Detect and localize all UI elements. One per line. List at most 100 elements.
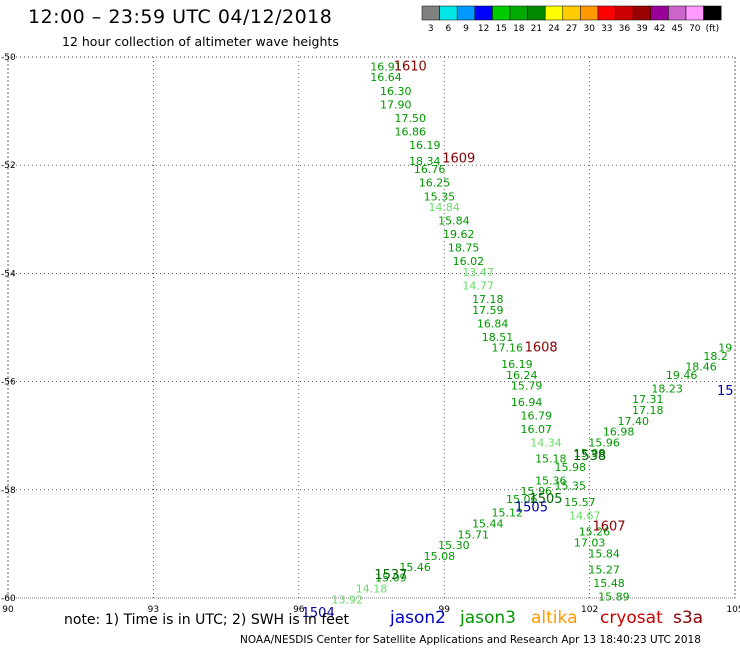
swh-value: 19 [718, 342, 732, 355]
colorbar-label: 15 [495, 24, 506, 34]
pass-number: 1610 [394, 59, 427, 74]
swh-value: 16.91 [370, 60, 402, 73]
pass-number: 1607 [592, 519, 625, 534]
colorbar-swatch [632, 5, 652, 21]
track-jason3-ascending: 1918.218.4619.4618.2317.3117.1817.4016.9… [312, 342, 732, 617]
track-jason3-descending: 16.9116.6416.3017.9017.5016.8616.1918.34… [370, 60, 629, 603]
colorbar-swatch [668, 5, 687, 21]
swh-value: 16.19 [501, 358, 533, 371]
swh-value: 15.84 [588, 547, 620, 560]
swh-value: 13.92 [332, 593, 364, 606]
longitude-tick-label: 102 [581, 605, 598, 615]
swh-value: 15.57 [564, 496, 596, 509]
longitude-tick-label: 96 [293, 605, 305, 615]
colorbar-label: (ft) [706, 24, 720, 34]
pass-number: 1538 [573, 449, 606, 464]
map-frame [7, 56, 736, 599]
pass-number: 1505 [515, 500, 548, 515]
swh-value: 15.48 [593, 577, 625, 590]
latitude-tick-label: -58 [1, 486, 16, 496]
colorbar-label: 6 [446, 24, 452, 34]
colorbar-label: 42 [654, 24, 665, 34]
swh-value: 17.50 [395, 112, 427, 125]
swh-value: 15.18 [535, 453, 567, 466]
page-subtitle: 12 hour collection of altimeter wave hei… [62, 34, 339, 49]
colorbar-label: 30 [583, 24, 595, 34]
swh-value: 15.27 [588, 564, 620, 577]
colorbar-swatch [439, 5, 458, 21]
legend-s3a: s3a [673, 608, 704, 628]
swh-value: 15.06 [506, 493, 538, 506]
swh-value: 17.59 [472, 304, 504, 317]
credit-line: NOAA/NESDIS Center for Satellite Applica… [240, 634, 701, 646]
colorbar-swatch [597, 5, 616, 21]
colorbar-label: 33 [601, 24, 612, 34]
swh-value: 18.23 [651, 382, 683, 395]
colorbar-swatch [456, 5, 476, 21]
swh-value: 17.40 [617, 415, 649, 428]
swh-value: 15.71 [458, 528, 490, 541]
colorbar-label: 45 [671, 24, 682, 34]
colorbar-swatch [580, 5, 599, 21]
swh-value: 14.67 [569, 509, 601, 522]
swh-value: 17.18 [632, 404, 664, 417]
swh-value: 14.18 [356, 582, 388, 595]
pass-number: 1504 [302, 606, 335, 621]
colorbar-label: 3 [428, 24, 434, 34]
longitude-tick-label: 99 [438, 605, 450, 615]
swh-value: 15.96 [521, 485, 553, 498]
swh-value: 15.79 [511, 380, 543, 393]
swh-value: 19.62 [443, 228, 475, 241]
swh-value: 15.84 [438, 215, 470, 228]
swh-value: 15.98 [554, 461, 586, 474]
colorbar-label: 36 [619, 24, 631, 34]
swh-value: 18.2 [703, 350, 728, 363]
swh-value: 16.19 [409, 139, 441, 152]
swh-value: 15.98 [574, 447, 606, 460]
swh-value: 13.24 [312, 604, 344, 617]
swh-value: 13.47 [462, 266, 494, 279]
swh-value: 16.30 [380, 85, 412, 98]
latitude-tick-label: -50 [1, 53, 16, 63]
latitude-tick-label: -54 [1, 269, 16, 279]
colorbar-label: 70 [689, 24, 701, 34]
swh-value: 16.94 [511, 396, 543, 409]
colorbar-swatch [685, 5, 704, 21]
swh-value: 15.44 [472, 518, 504, 531]
swh-value: 15.96 [588, 436, 620, 449]
pass-number: 15 [717, 384, 734, 399]
swh-value: 16.79 [521, 409, 553, 422]
legend-cryosat: cryosat [600, 608, 663, 628]
swh-value: 14.84 [428, 201, 460, 214]
swh-value: 14.34 [530, 436, 562, 449]
colorbar-swatch [703, 5, 722, 21]
swh-value: 18.75 [448, 242, 480, 255]
swh-value: 15.35 [424, 190, 456, 203]
colorbar-swatch [421, 5, 440, 21]
legend-jason2: jason2 [390, 608, 446, 628]
colorbar-swatch [615, 5, 634, 21]
swh-value: 15.12 [491, 507, 523, 520]
map-grid: 90 93 96 99 102 105 -50 -52 -54 -56 -58 -60 [1, 53, 740, 615]
legend-altika: altika [531, 608, 578, 628]
latitude-tick-label: -60 [1, 594, 16, 604]
legend-jason3: jason3 [460, 608, 516, 628]
page-title: 12:00 – 23:59 UTC 04/12/2018 [28, 6, 333, 28]
swh-value: 15.26 [579, 526, 611, 539]
swh-value: 16.98 [603, 426, 635, 439]
swh-value: 16.76 [414, 163, 446, 176]
swh-value: 18.34 [409, 155, 441, 168]
colorbar-swatch [527, 5, 546, 21]
colorbar-label: 27 [566, 24, 577, 34]
colorbar-swatch [474, 5, 493, 21]
swh-value: 17.31 [632, 393, 664, 406]
swh-value: 15.46 [399, 561, 431, 574]
latitude-tick-label: -56 [1, 378, 16, 388]
swh-value: 15.08 [424, 550, 456, 563]
colorbar-label: 12 [478, 24, 489, 34]
longitude-tick-label: 93 [148, 605, 159, 615]
swh-value: 18.51 [482, 331, 514, 344]
